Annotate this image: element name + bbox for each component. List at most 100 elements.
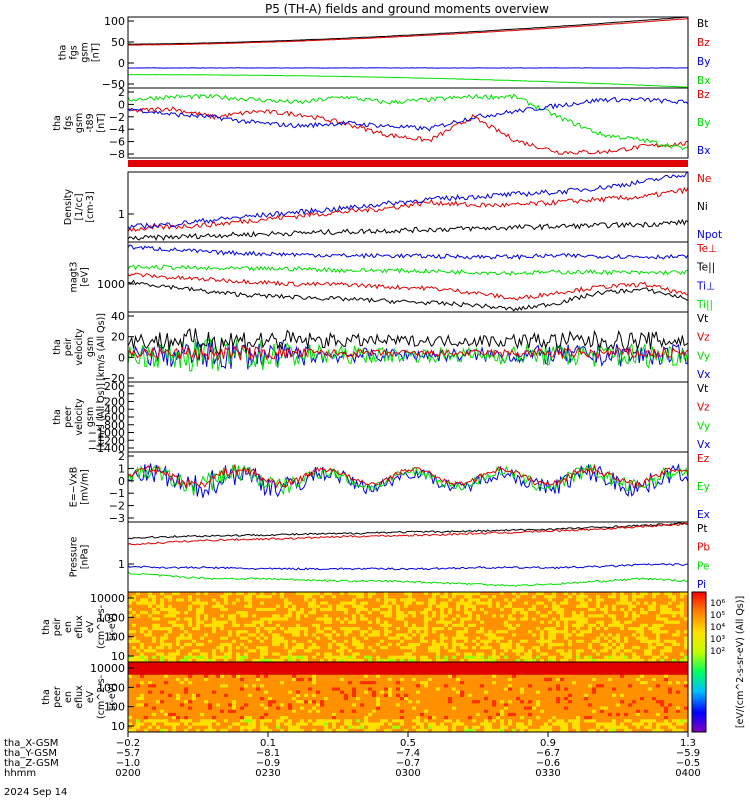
spectrogram-cell [556, 614, 561, 618]
spectrogram-cell [220, 658, 225, 663]
spectrogram-cell [356, 703, 361, 708]
spectrogram-cell [392, 671, 397, 676]
spectrogram-cell [260, 655, 265, 660]
spectrogram-cell [648, 607, 653, 612]
spectrogram-cell [624, 658, 629, 663]
spectrogram-cell [320, 700, 325, 704]
spectrogram-cell [616, 646, 621, 650]
spectrogram-cell [680, 623, 685, 628]
spectrogram-cell [412, 716, 417, 720]
spectrogram-cell [156, 595, 161, 599]
spectrogram-cell [180, 681, 185, 685]
spectrogram-cell [160, 687, 165, 692]
spectrogram-cell [212, 697, 217, 701]
spectrogram-cell [144, 677, 149, 682]
spectrogram-cell [284, 592, 289, 596]
spectrogram-cell [416, 592, 421, 596]
spectrogram-cell [256, 684, 261, 688]
spectrogram-cell [568, 658, 573, 663]
spectrogram-cell [324, 693, 329, 698]
spectrogram-cell [356, 627, 361, 631]
spectrogram-cell [328, 611, 333, 615]
spectrogram-cell [404, 728, 409, 733]
spectrogram-cell [252, 630, 257, 634]
spectrogram-cell [160, 665, 165, 669]
spectrogram-cell [648, 614, 653, 618]
spectrogram-cell [156, 665, 161, 669]
spectrogram-cell [332, 662, 337, 666]
spectrogram-cell [192, 639, 197, 644]
spectrogram-cell [612, 636, 617, 641]
spectrogram-cell [440, 620, 445, 625]
spectrogram-cell [140, 630, 145, 634]
spectrogram-cell [196, 690, 201, 695]
spectrogram-cell [436, 674, 441, 679]
spectrogram-cell [384, 646, 389, 650]
spectrogram-cell [252, 601, 257, 606]
spectrogram-cell [384, 598, 389, 603]
spectrogram-cell [308, 709, 313, 714]
spectrogram-cell [300, 677, 305, 682]
spectrogram-cell [504, 607, 509, 612]
spectrogram-cell [256, 697, 261, 701]
spectrogram-cell [444, 598, 449, 603]
spectrogram-cell [604, 652, 609, 657]
spectrogram-cell [596, 633, 601, 638]
legend-label: Ni [697, 201, 708, 213]
spectrogram-cell [220, 623, 225, 628]
spectrogram-cell [208, 725, 213, 730]
spectrogram-cell [624, 627, 629, 631]
spectrogram-cell [276, 627, 281, 631]
spectrogram-cell [176, 649, 181, 653]
spectrogram-cell [660, 636, 665, 641]
spectrogram-cell [136, 633, 141, 638]
spectrogram-cell [424, 716, 429, 720]
spectrogram-cell [436, 690, 441, 695]
panel-peer_spec: 10000100010010thapeerenefluxeV(cm^2-s-sr… [41, 661, 689, 733]
spectrogram-cell [264, 722, 269, 727]
spectrogram-cell [364, 687, 369, 692]
spectrogram-cell [192, 598, 197, 603]
spectrogram-cell [512, 604, 517, 609]
spectrogram-cell [612, 611, 617, 615]
spectrogram-cell [472, 636, 477, 641]
spectrogram-cell [632, 630, 637, 634]
spectrogram-cell [368, 716, 373, 720]
spectrogram-cell [268, 607, 273, 612]
spectrogram-cell [304, 681, 309, 685]
spectrogram-cell [280, 719, 285, 723]
spectrogram-cell [324, 700, 329, 704]
spectrogram-cell [504, 592, 509, 596]
spectrogram-cell [144, 719, 149, 723]
spectrogram-cell [220, 642, 225, 647]
spectrogram-cell [240, 592, 245, 596]
spectrogram-cell [284, 697, 289, 701]
spectrogram-cell [244, 623, 249, 628]
spectrogram-cell [608, 649, 613, 653]
spectrogram-cell [612, 658, 617, 663]
spectrogram-cell [292, 709, 297, 714]
spectrogram-cell [280, 611, 285, 615]
spectrogram-cell [140, 598, 145, 603]
spectrogram-cell [232, 658, 237, 663]
panel-frame [127, 311, 689, 383]
spectrogram-cell [296, 617, 301, 622]
spectrogram-cell [344, 712, 349, 717]
spectrogram-cell [260, 646, 265, 650]
spectrogram-cell [132, 677, 137, 682]
spectrogram-cell [368, 601, 373, 606]
spectrogram-cell [564, 592, 569, 596]
y-axis-label-line: peir [63, 338, 74, 357]
spectrogram-cell [148, 693, 153, 698]
spectrogram-cell [156, 700, 161, 704]
spectrogram-cell [128, 655, 133, 660]
spectrogram-cell [624, 639, 629, 644]
spectrogram-cell [280, 633, 285, 638]
spectrogram-cell [268, 709, 273, 714]
spectrogram-cell [240, 697, 245, 701]
spectrogram-cell [356, 620, 361, 625]
spectrogram-cell [636, 601, 641, 606]
spectrogram-cell [324, 687, 329, 692]
spectrogram-cell [572, 623, 577, 628]
spectrogram-cell [352, 665, 357, 669]
